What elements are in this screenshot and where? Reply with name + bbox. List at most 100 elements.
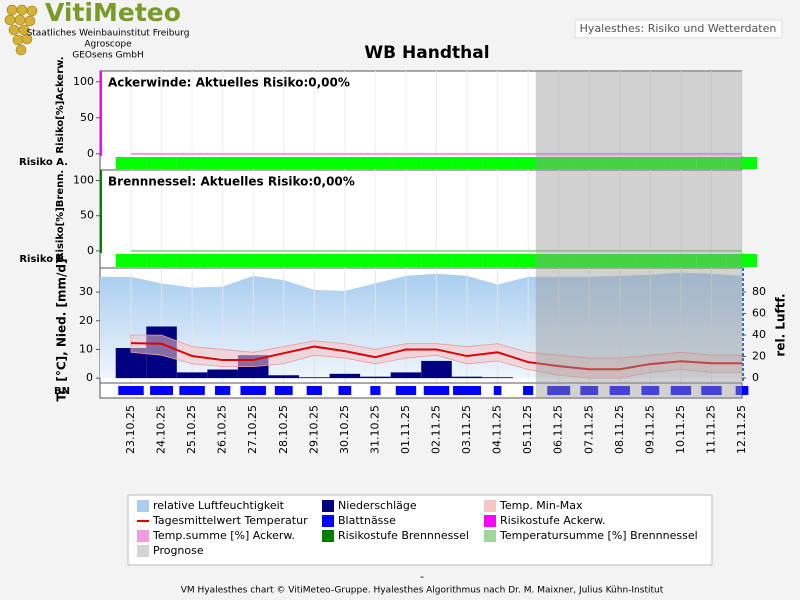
chart-title: WB Handthal	[364, 43, 489, 63]
risk-strip	[696, 254, 727, 267]
risk-strip	[543, 157, 574, 169]
precipitation-bar	[421, 360, 452, 379]
x-tick-label: 26.10.25	[216, 405, 229, 454]
precipitation-bar	[329, 373, 361, 379]
institute: Staatliches Weinbauinstitut Freiburg	[27, 29, 190, 39]
panel-title: Brennnessel: Aktuelles Risiko:0,00%	[108, 175, 355, 189]
y-tick-label: 100	[73, 75, 94, 88]
risk-strip	[421, 157, 452, 169]
separator: -	[420, 570, 424, 583]
risk-strip	[573, 254, 605, 267]
risk-strip	[207, 157, 238, 169]
y-tick-label: 100	[73, 174, 94, 187]
legend-swatch	[322, 530, 334, 542]
legend-label: Temperatursumme [%] Brennnessel	[499, 529, 698, 542]
risk-strip	[115, 157, 147, 169]
precipitation-bar	[176, 372, 208, 379]
legend-label: Niederschläge	[338, 499, 417, 512]
risk-strip	[207, 254, 238, 267]
y-axis-label: Risiko[%]Brenn.	[55, 170, 66, 260]
risk-strip	[237, 157, 269, 169]
risk-strip	[299, 157, 330, 169]
y-tick-label: 10	[79, 342, 93, 355]
institute: GEOsens GmbH	[72, 51, 143, 61]
risk-strip	[451, 157, 483, 169]
risk-strip	[696, 157, 727, 169]
risk-strip	[726, 254, 758, 267]
x-tick-label: 11.11.25	[704, 405, 717, 454]
leaf-wetness	[179, 386, 205, 395]
legend-label: Temp. Min-Max	[499, 499, 583, 512]
legend-label: Blattnässe	[338, 514, 396, 527]
logo-icon	[4, 4, 38, 56]
strip-label: Risiko B.	[19, 254, 68, 265]
risk-strip	[390, 157, 422, 169]
leaf-wetness	[150, 386, 174, 395]
risk-strip	[512, 157, 544, 169]
leaf-wetness	[641, 386, 660, 395]
x-tick-label: 23.10.25	[124, 405, 137, 454]
precipitation-bar	[360, 376, 391, 379]
leaf-wetness	[338, 386, 352, 395]
x-tick-label: 03.11.25	[460, 405, 473, 454]
leaf-wetness	[215, 386, 231, 395]
risk-strip	[176, 157, 208, 169]
leaf-wetness	[306, 386, 322, 395]
risk-strip	[482, 254, 513, 267]
risk-strip	[512, 254, 544, 267]
prognosis-area	[535, 71, 742, 398]
x-tick-label: 01.11.25	[399, 405, 412, 454]
x-tick-label: 08.11.25	[613, 405, 626, 454]
leaf-wetness	[523, 386, 534, 395]
risk-strip	[573, 157, 605, 169]
risk-strip	[146, 157, 177, 169]
legend-label: Risikostufe Ackerw.	[500, 514, 605, 527]
x-tick-label: 06.11.25	[552, 405, 565, 454]
panel-title: Ackerwinde: Aktuelles Risiko:0,00%	[108, 76, 350, 90]
legend-swatch	[484, 515, 496, 527]
y-tick-label: 0	[86, 371, 93, 384]
legend-swatch	[484, 500, 496, 512]
tab-button[interactable]	[574, 19, 783, 39]
x-tick-label: 07.11.25	[582, 405, 595, 454]
x-tick-label: 30.10.25	[338, 405, 351, 454]
legend-swatch	[322, 500, 334, 512]
risk-strip	[635, 254, 666, 267]
risk-strip	[726, 157, 758, 169]
tab-button-label[interactable]: Hyalesthes: Risiko und Wetterdaten	[580, 22, 777, 35]
x-tick-label: 02.11.25	[430, 405, 443, 454]
y-tick-label: 20	[79, 314, 93, 327]
x-tick-label: 25.10.25	[185, 405, 198, 454]
leaf-wetness	[670, 386, 692, 395]
legend-box	[127, 494, 713, 566]
x-tick-label: 09.11.25	[643, 405, 656, 454]
risk-strip	[146, 254, 177, 267]
y2-tick-label: 0	[752, 371, 759, 384]
x-tick-label: 28.10.25	[277, 405, 290, 454]
y-tick-label: 30	[79, 285, 93, 298]
institute: Agroscope	[84, 40, 132, 50]
strip-label: Risiko A.	[19, 157, 68, 168]
leaf-wetness	[735, 386, 749, 395]
y-tick-label: 50	[80, 209, 94, 222]
leaf-wetness	[580, 386, 599, 395]
x-tick-label: 05.11.25	[521, 405, 534, 454]
legend-swatch	[484, 530, 496, 542]
leaf-wetness	[423, 386, 450, 395]
risk-strip	[360, 254, 391, 267]
legend-label: relative Luftfeuchtigkeit	[153, 499, 285, 512]
y-tick-label: 50	[80, 111, 94, 124]
risk-strip	[665, 157, 697, 169]
y-axis-label: Risiko[%]Ackerw.	[55, 56, 66, 153]
leaf-wetness	[118, 386, 144, 395]
logo-text: VitiMeteo	[45, 0, 181, 27]
risk-strip	[115, 254, 147, 267]
risk-strip	[604, 157, 636, 169]
y2-tick-label: 40	[752, 328, 766, 341]
leaf-wetness	[274, 386, 293, 395]
y-tick-label: 0	[87, 147, 94, 160]
risk-strip	[329, 157, 361, 169]
temp-mean-line	[130, 342, 742, 371]
leaf-wetness	[370, 386, 381, 395]
